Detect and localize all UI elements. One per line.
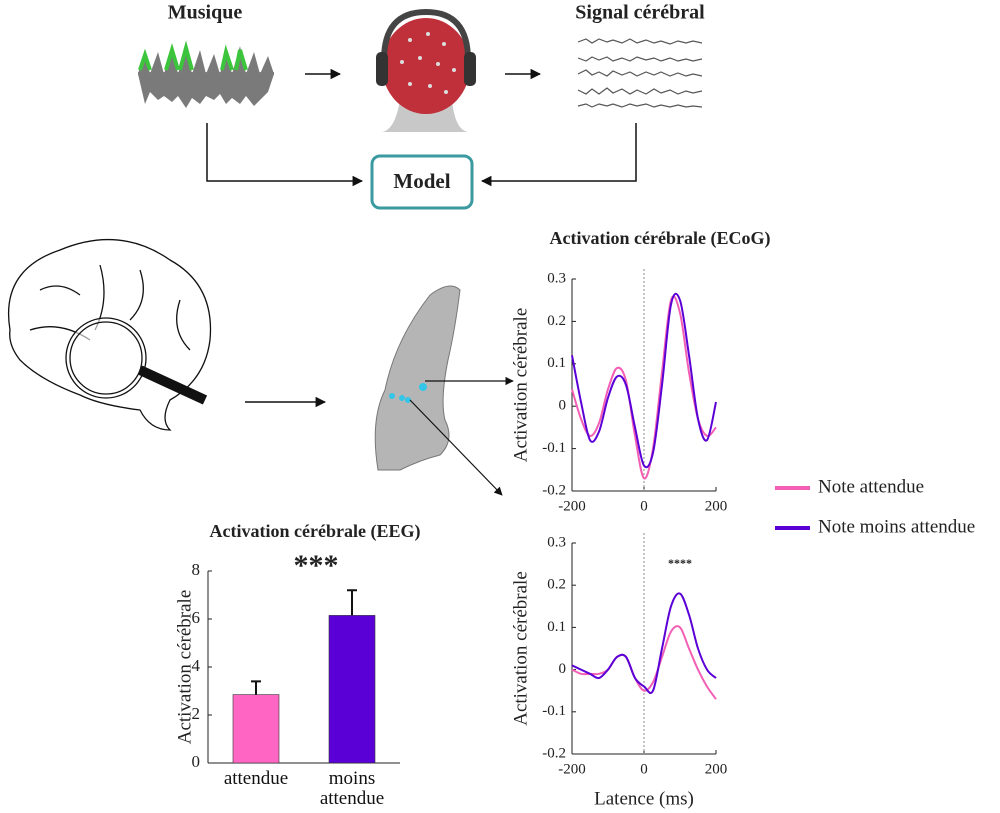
y-tick-label: -0.1 bbox=[542, 703, 566, 719]
bar bbox=[328, 615, 376, 764]
arrow bbox=[206, 123, 364, 187]
x-tick-label: 200 bbox=[705, 498, 728, 514]
arrow bbox=[480, 123, 637, 187]
brain-drawing bbox=[8, 239, 212, 431]
line-series bbox=[571, 292, 717, 469]
y-tick-label: 0.2 bbox=[547, 577, 566, 593]
legend-label: Note moins attendue bbox=[818, 516, 975, 537]
y-tick-label: -0.2 bbox=[542, 745, 566, 761]
y-tick-label: 0.1 bbox=[547, 355, 566, 371]
y-tick-label: 2 bbox=[192, 704, 201, 723]
x-tick-label: -200 bbox=[558, 498, 586, 514]
y-tick-label: 0 bbox=[559, 661, 567, 677]
error-bar bbox=[347, 589, 357, 616]
bar bbox=[232, 694, 280, 764]
x-tick-label: 200 bbox=[705, 761, 728, 777]
model-label: Model bbox=[393, 169, 450, 193]
x-tick-label: 0 bbox=[640, 498, 648, 514]
cortex-surface bbox=[374, 285, 461, 471]
x-tick-label: 0 bbox=[640, 761, 648, 777]
x-tick-label: moins attendue bbox=[319, 768, 385, 809]
y-tick-label: 0 bbox=[559, 398, 567, 414]
y-axis-label: Activation cérébrale bbox=[174, 590, 195, 745]
y-tick-label: 0 bbox=[192, 752, 201, 771]
arrow bbox=[409, 399, 503, 496]
x-axis-label: Latence (ms) bbox=[594, 788, 694, 809]
y-tick-label: -0.2 bbox=[542, 482, 566, 498]
x-tick-label: -200 bbox=[558, 761, 586, 777]
y-axis-label: Activation cérébrale bbox=[510, 571, 531, 726]
signal-label: Signal cérébral bbox=[575, 2, 705, 24]
legend-label: Note attendue bbox=[818, 476, 924, 497]
y-tick-label: 8 bbox=[192, 560, 201, 579]
head-eeg-cap bbox=[376, 8, 476, 132]
legend: Note attendue Note moins attendue bbox=[775, 476, 975, 537]
annotation: *** bbox=[294, 549, 339, 582]
music-label: Musique bbox=[168, 2, 243, 24]
y-tick-label: 4 bbox=[192, 656, 201, 675]
electrodes bbox=[389, 383, 427, 403]
line-series bbox=[571, 592, 717, 695]
model-box bbox=[370, 154, 474, 210]
music-waveform bbox=[138, 40, 274, 108]
y-tick-label: -0.1 bbox=[542, 440, 566, 456]
chart-title: Activation cérébrale (EEG) bbox=[210, 521, 421, 542]
y-tick-label: 0.1 bbox=[547, 619, 566, 635]
y-tick-label: 0.3 bbox=[547, 534, 566, 550]
error-bar bbox=[251, 680, 261, 695]
x-tick-label: attendue bbox=[223, 768, 289, 789]
annotation: **** bbox=[668, 556, 692, 570]
y-tick-label: 0.2 bbox=[547, 313, 566, 329]
y-tick-label: 0.3 bbox=[547, 270, 566, 286]
line-series bbox=[571, 625, 717, 700]
chart-title: Activation cérébrale (ECoG) bbox=[550, 228, 771, 249]
y-tick-label: 6 bbox=[192, 608, 201, 627]
y-axis-label: Activation cérébrale bbox=[510, 308, 531, 463]
magnifier-handle bbox=[137, 365, 208, 405]
line-series bbox=[571, 295, 717, 480]
eeg-signal bbox=[577, 38, 703, 108]
